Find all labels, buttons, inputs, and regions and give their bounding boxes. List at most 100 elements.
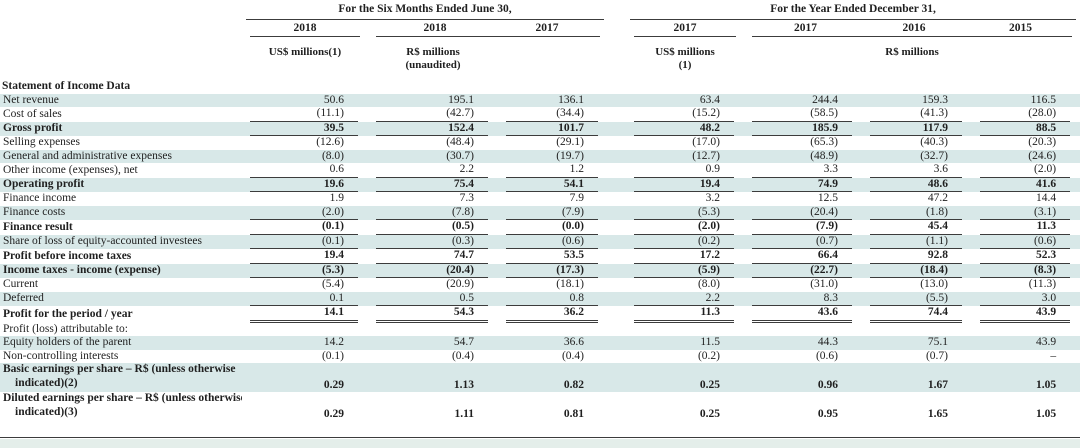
value-cell: (20.4) bbox=[368, 264, 498, 278]
value-cell: 0.25 bbox=[699, 407, 721, 420]
unit-rs-yr-label: R$ millions bbox=[885, 46, 939, 58]
value-cell: (22.7) bbox=[744, 264, 862, 278]
value-cell: 39.5 bbox=[242, 122, 368, 136]
value-cell: 92.8 bbox=[862, 249, 972, 264]
value-cell: (7.8) bbox=[368, 206, 498, 220]
value-cell: (1.1) bbox=[862, 235, 972, 249]
column-gap bbox=[608, 306, 626, 323]
value-cell: 74.9 bbox=[744, 178, 862, 192]
year-2015: 2015 bbox=[1009, 22, 1033, 34]
column-gap bbox=[608, 220, 626, 235]
table-row: Finance costs (2.0) (7.8) (7.9) (5.3) (20.4)(… bbox=[0, 205, 1080, 220]
value-cell: (19.7) bbox=[556, 149, 585, 162]
group-title-row: For the Six Months Ended June 30, For th… bbox=[0, 2, 1080, 21]
row-label: General and administrative expenses bbox=[3, 149, 172, 162]
value-cell: 54.1 bbox=[498, 178, 608, 192]
value-cell: (11.1) bbox=[242, 107, 368, 122]
column-gap bbox=[608, 163, 626, 178]
column-gap bbox=[608, 292, 626, 307]
value-cell: 1.11 bbox=[454, 407, 475, 420]
table-row: Finance result (0.1) (0.5) (0.0) (2.0) (7.9) 4… bbox=[0, 220, 1080, 235]
year-header-row: 2018 2018 2017 2017 2017 2016 2015 bbox=[0, 21, 1080, 37]
group-year-title: For the Year Ended December 31, bbox=[630, 2, 1077, 20]
value-cell: (0.1) bbox=[242, 220, 368, 235]
value-cell: 3.3 bbox=[744, 163, 862, 178]
unit-rs-six-months: R$ millions (unaudited) bbox=[368, 37, 498, 80]
value-cell: (40.3) bbox=[920, 136, 949, 148]
column-gap bbox=[608, 336, 626, 350]
row-label: Current bbox=[3, 278, 39, 290]
value-cell: 2.2 bbox=[368, 163, 498, 178]
income-table-body: Net revenue 50.6 195.1 136.1 63.4 244.4 159.3 1… bbox=[0, 93, 1080, 422]
section-title-row: Statement of Income Data bbox=[0, 80, 1080, 94]
year-gap bbox=[608, 21, 626, 37]
row-label: Diluted earnings per share – R$ (unless … bbox=[3, 392, 242, 418]
value-cell: (11.3) bbox=[1028, 278, 1057, 290]
row-label: Non-controlling interests bbox=[3, 349, 119, 362]
year-group-sm-rs: 2018 2017 bbox=[376, 21, 601, 37]
value-cell: 3.0 bbox=[972, 292, 1080, 306]
value-cell: (5.3) bbox=[626, 206, 744, 220]
row-label: Income taxes - income (expense) bbox=[3, 264, 161, 276]
table-row: Finance income 1.9 7.3 7.9 3.2 12.5 47.2 14.4 bbox=[0, 192, 1080, 206]
value-cell: 19.6 bbox=[242, 178, 368, 192]
value-cell: 11.3 bbox=[972, 220, 1080, 235]
value-cell: 0.9 bbox=[626, 163, 744, 178]
column-gap bbox=[608, 150, 626, 164]
table-row: Equity holders of the parent 14.2 54.7 36.6… bbox=[0, 336, 1080, 350]
value-cell: (42.7) bbox=[368, 107, 498, 122]
value-cell: 1.13 bbox=[453, 378, 474, 391]
table-row: Profit for the period / year 14.1 54.3 36.2… bbox=[0, 306, 1080, 323]
value-cell: 3.2 bbox=[705, 192, 721, 204]
unit-usd-year: US$ millions (1) bbox=[626, 37, 744, 80]
units-gap bbox=[608, 37, 626, 80]
value-cell: 43.9 bbox=[1035, 336, 1057, 348]
value-cell: 116.5 bbox=[1030, 93, 1057, 106]
row-label: Selling expenses bbox=[3, 136, 80, 148]
unit-usd-six-months: US$ millions(1) bbox=[242, 37, 368, 80]
year-2016: 2016 bbox=[902, 22, 926, 34]
year-group-yr-rs: 2017 2016 2015 bbox=[752, 21, 1073, 37]
section-title: Statement of Income Data bbox=[2, 80, 131, 92]
value-cell: 1.2 bbox=[498, 163, 608, 178]
column-gap bbox=[608, 392, 626, 421]
value-cell: 1.05 bbox=[1035, 378, 1057, 391]
row-label: Other income (expenses), net bbox=[3, 163, 138, 176]
value-cell: (34.4) bbox=[498, 107, 608, 122]
group-year: For the Year Ended December 31, bbox=[626, 2, 1080, 21]
value-cell: (8.0) bbox=[321, 149, 344, 162]
table-row: Profit before income taxes 19.4 74.7 53.5 17… bbox=[0, 249, 1080, 264]
table-row: Share of loss of equity-accounted invest… bbox=[0, 234, 1080, 249]
value-cell: 12.5 bbox=[817, 192, 839, 204]
value-cell: (29.1) bbox=[556, 136, 585, 148]
value-cell: (0.2) bbox=[626, 235, 744, 249]
table-row: Non-controlling interests (0.1) (0.4) (0.4)… bbox=[0, 350, 1080, 364]
value-cell: 47.2 bbox=[927, 192, 949, 204]
row-label: Profit for the period / year bbox=[3, 307, 133, 320]
unit-usd-yr-line1: US$ millions bbox=[655, 46, 715, 58]
value-cell: 0.81 bbox=[563, 407, 585, 420]
value-cell: (65.3) bbox=[810, 136, 839, 148]
value-cell: (8.3) bbox=[972, 264, 1080, 278]
value-cell: 41.6 bbox=[972, 178, 1080, 192]
value-cell: (2.0) bbox=[972, 163, 1080, 178]
value-cell: (20.3) bbox=[1028, 136, 1057, 148]
value-cell: 19.4 bbox=[626, 178, 744, 192]
value-cell: (5.3) bbox=[242, 264, 368, 278]
value-cell: (32.7) bbox=[920, 149, 949, 162]
value-cell: 48.6 bbox=[862, 178, 972, 192]
value-cell: (12.7) bbox=[692, 149, 721, 162]
unit-rs-year: R$ millions bbox=[744, 37, 1080, 80]
value-cell: 43.9 bbox=[972, 306, 1080, 323]
table-row: Gross profit 39.5 152.4 101.7 48.2 185.9 117.9… bbox=[0, 121, 1080, 136]
value-cell: 3.6 bbox=[862, 163, 972, 178]
value-cell: (0.5) bbox=[368, 220, 498, 235]
value-cell: (20.4) bbox=[744, 206, 862, 220]
table-row: Profit (loss) attributable to: bbox=[0, 323, 1080, 337]
value-cell: (18.4) bbox=[862, 264, 972, 278]
year-2018-rs: 2018 bbox=[423, 22, 447, 34]
units-blank bbox=[0, 37, 242, 80]
value-cell: (0.7) bbox=[925, 349, 949, 362]
value-cell: 185.9 bbox=[744, 122, 862, 136]
